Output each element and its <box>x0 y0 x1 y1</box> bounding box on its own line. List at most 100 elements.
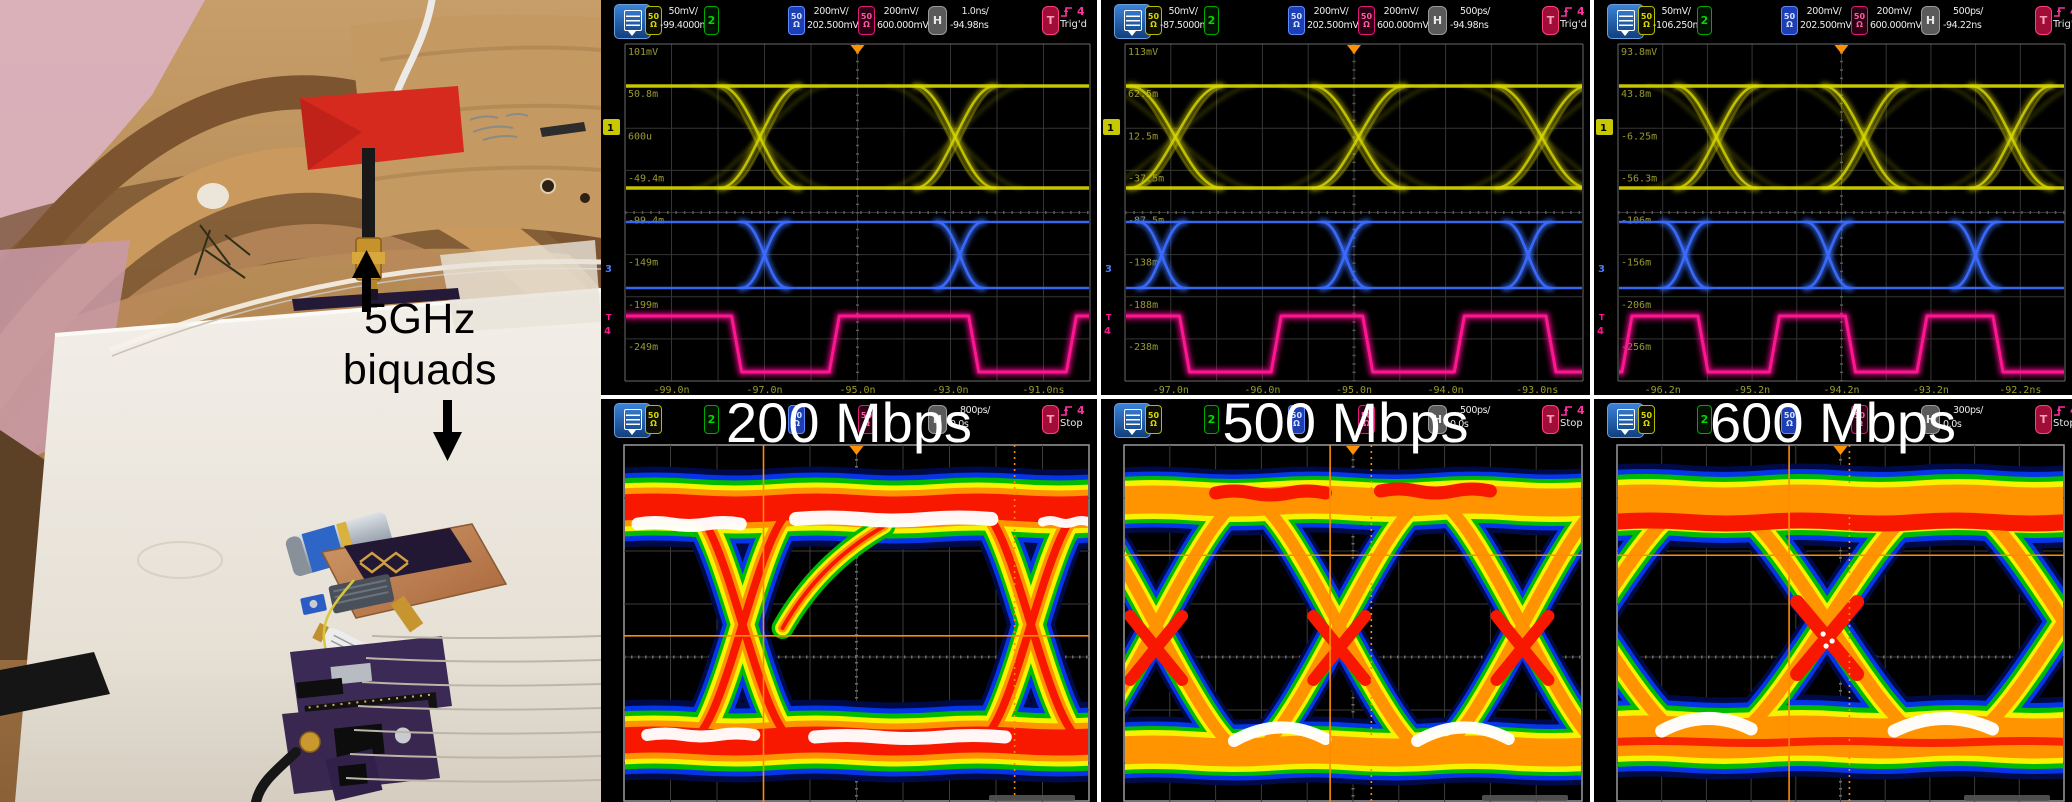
rising-edge-icon <box>1561 7 1572 17</box>
scope-capture-traces-500mbps: 113mV 62.5m 12.5m -37.5m -87.5m -138m -188m -23… <box>1101 0 1590 395</box>
menu-icon <box>1617 10 1635 31</box>
ch4-impedance-badge[interactable]: 50 Ω <box>858 6 875 35</box>
ch1-impedance-badge[interactable]: 50 Ω <box>645 405 662 434</box>
ch3-impedance-badge[interactable]: 50 Ω <box>1288 405 1305 434</box>
ch2-badge[interactable]: 2 <box>1204 6 1219 35</box>
trigger-badge[interactable]: T <box>2035 6 2052 35</box>
svg-text:-97.0n: -97.0n <box>746 385 782 395</box>
sma-jack-cable <box>299 731 321 753</box>
ch4-impedance-badge[interactable]: 50 Ω <box>1851 405 1868 434</box>
horizontal-settings[interactable]: 500ps/-94.98ns <box>1450 6 1490 31</box>
svg-text:12.5m: 12.5m <box>1128 131 1158 142</box>
impedance-unit: Ω <box>650 19 657 29</box>
ch3-settings[interactable]: 200mV/202.500mV <box>807 6 859 31</box>
horizontal-badge[interactable]: H <box>928 405 947 434</box>
horizontal-settings[interactable]: 500ps/0.0s <box>1450 405 1490 430</box>
scope-header: 50 Ω 50mV/-87.5000mV 2 50 Ω 200mV/202.500m… <box>1101 0 1590 42</box>
svg-text:-95.0n: -95.0n <box>1336 385 1372 395</box>
menu-button[interactable] <box>1607 403 1644 438</box>
ch1-impedance-badge[interactable]: 50 Ω <box>1638 405 1655 434</box>
horizontal-badge[interactable]: H <box>928 6 947 35</box>
svg-text:-188m: -188m <box>1128 300 1158 311</box>
trigger-position-marker <box>849 446 864 455</box>
ch1-impedance-badge[interactable]: 50 Ω <box>645 6 662 35</box>
trigger-badge[interactable]: T <box>1042 405 1059 434</box>
svg-text:-93.0n: -93.0n <box>932 385 968 395</box>
horizontal-badge[interactable]: H <box>1921 6 1940 35</box>
trace-ch3 <box>1126 217 1582 293</box>
svg-text:-93.2n: -93.2n <box>1913 385 1949 395</box>
ch1-impedance-badge[interactable]: 50 Ω <box>1145 6 1162 35</box>
ch1-settings[interactable]: 50mV/-87.5000mV <box>1160 6 1215 31</box>
horizontal-settings[interactable]: 800ps/0.0s <box>950 405 990 430</box>
horizontal-badge[interactable]: H <box>1428 405 1447 434</box>
trigger-badge[interactable]: T <box>2035 405 2052 434</box>
scope-header: 50Ω 2 50Ω 50Ω H 300ps/0.0s T 4 Stop 600 … <box>1594 399 2072 453</box>
ch4-settings[interactable]: 200mV/600.000mV <box>1870 6 1922 31</box>
horizontal-badge[interactable]: H <box>1921 405 1940 434</box>
menu-button[interactable] <box>614 403 651 438</box>
ch3-impedance-badge[interactable]: 50 Ω <box>1781 6 1798 35</box>
trace-ch1 <box>1619 77 2064 197</box>
trace-ch4 <box>626 310 1089 378</box>
ch4-impedance-badge[interactable]: 50 Ω <box>1358 405 1375 434</box>
menu-button[interactable] <box>1114 4 1151 39</box>
handwriting <box>469 113 529 141</box>
horizontal-badge[interactable]: H <box>1428 6 1447 35</box>
svg-text:-6.25m: -6.25m <box>1621 131 1657 142</box>
trigger-state: Trig'd <box>1060 19 1087 30</box>
ch1-impedance-badge[interactable]: 50 Ω <box>1638 6 1655 35</box>
status-strip <box>1482 795 1568 801</box>
trigger-status: 4 Stop <box>1560 403 1585 430</box>
trigger-badge[interactable]: T <box>1042 6 1059 35</box>
trigger-status: 4 Stop <box>2053 403 2072 430</box>
sma-nut <box>352 252 385 264</box>
scope-header: 50 Ω 50mV/-106.250mV 2 50 Ω 200mV/202.500m… <box>1594 0 2072 42</box>
ch4-impedance-badge[interactable]: 50 Ω <box>858 405 875 434</box>
menu-button[interactable] <box>1607 4 1644 39</box>
screw-hole <box>540 178 556 194</box>
scope-header: 50 Ω 2 50 Ω 50 Ω H 500ps/0.0s T 4 Stop 500 … <box>1101 399 1590 453</box>
ch3-settings[interactable]: 200mV/202.500mV <box>1800 6 1852 31</box>
ch2-badge[interactable]: 2 <box>1204 405 1219 434</box>
ch1-impedance-badge[interactable]: 50 Ω <box>1145 405 1162 434</box>
trigger-badge[interactable]: T <box>1542 405 1559 434</box>
ch1-settings[interactable]: 50mV/-106.250mV <box>1653 6 1708 31</box>
svg-text:-56.3m: -56.3m <box>1621 173 1657 184</box>
rising-edge-icon <box>2054 406 2065 416</box>
ch3-settings[interactable]: 200mV/202.500mV <box>1307 6 1359 31</box>
horizontal-settings[interactable]: 1.0ns/-94.98ns <box>950 6 989 31</box>
svg-text:600u: 600u <box>628 131 652 142</box>
menu-icon <box>624 409 642 430</box>
scope-header: 50 Ω 2 50 Ω 50 Ω H 800ps/0.0s T 4 Stop 200 … <box>601 399 1097 453</box>
svg-text:93.8mV: 93.8mV <box>1621 47 1657 58</box>
scope-display <box>623 444 1090 802</box>
ch2-badge[interactable]: 2 <box>704 405 719 434</box>
trigger-position-marker <box>1346 446 1360 455</box>
ch3-impedance-badge[interactable]: 50 Ω <box>1288 6 1305 35</box>
caret-down-icon <box>1621 430 1629 435</box>
impedance-value: 50 <box>647 11 660 21</box>
ch3-impedance-badge[interactable]: 50 Ω <box>788 405 805 434</box>
trace-ch4 <box>1126 310 1582 378</box>
yellow-wire <box>322 579 355 651</box>
ch2-badge[interactable]: 2 <box>1697 405 1712 434</box>
horizontal-settings[interactable]: 500ps/-94.22ns <box>1943 6 1983 31</box>
ch3-impedance-badge[interactable]: 50 Ω <box>1781 405 1798 434</box>
ch2-badge[interactable]: 2 <box>704 6 719 35</box>
trigger-badge[interactable]: T <box>1542 6 1559 35</box>
heatmap-eye <box>1618 463 2063 780</box>
ch4-settings[interactable]: 200mV/600.000mV <box>1377 6 1429 31</box>
svg-text:-96.0n: -96.0n <box>1244 385 1280 395</box>
caret-down-icon <box>1128 31 1136 36</box>
ch4-impedance-badge[interactable]: 50 Ω <box>1358 6 1375 35</box>
ch4-settings[interactable]: 200mV/600.000mV <box>877 6 929 31</box>
ch2-badge[interactable]: 2 <box>1697 6 1712 35</box>
status-strip <box>989 795 1075 801</box>
ch4-impedance-badge[interactable]: 50 Ω <box>1851 6 1868 35</box>
menu-button[interactable] <box>614 4 651 39</box>
horizontal-settings[interactable]: 300ps/0.0s <box>1943 405 1983 430</box>
ch1-settings[interactable]: 50mV/-99.4000mV <box>660 6 715 31</box>
svg-text:-95.0n: -95.0n <box>839 385 875 395</box>
ch3-impedance-badge[interactable]: 50 Ω <box>788 6 805 35</box>
